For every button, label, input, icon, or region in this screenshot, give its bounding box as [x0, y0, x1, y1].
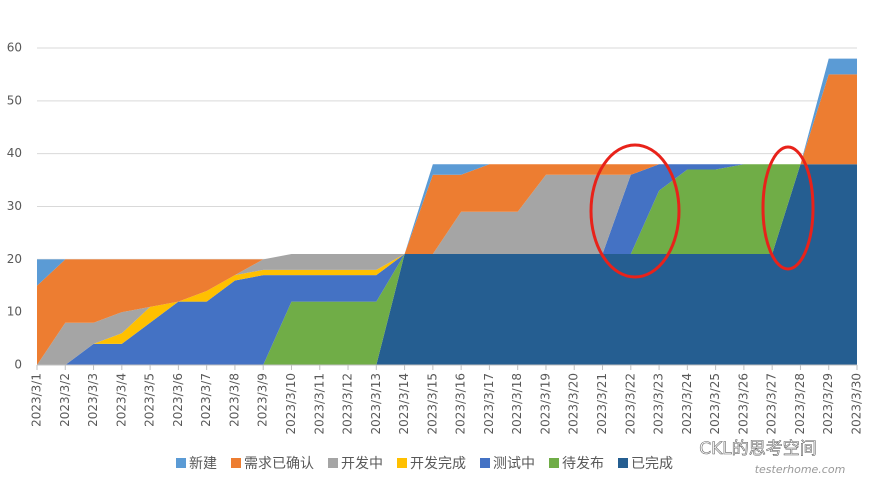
x-tick-label: 2023/3/23 — [652, 373, 666, 435]
x-tick-label: 2023/3/26 — [736, 373, 750, 435]
x-tick-label: 2023/3/27 — [765, 373, 779, 435]
area — [37, 74, 857, 366]
area — [37, 164, 857, 365]
x-tick-label: 2023/3/24 — [680, 373, 694, 435]
y-tick-label: 10 — [7, 305, 22, 319]
y-tick-label: 60 — [7, 41, 22, 55]
x-tick-label: 2023/3/30 — [850, 373, 864, 435]
y-tick-label: 20 — [7, 252, 22, 266]
plot: 0 10 20 30 40 50 60 2023/3/1 2023/3/2 2023/3/3 202… — [7, 41, 864, 435]
x-tick-label: 2023/3/6 — [171, 373, 185, 427]
x-tick-label: 2023/3/5 — [143, 373, 157, 427]
x-tick-label: 2023/3/13 — [369, 373, 383, 435]
x-tick-label: 2023/3/29 — [821, 373, 835, 435]
legend-label: 开发中 — [341, 456, 383, 472]
legend-label: 开发完成 — [410, 456, 466, 472]
y-tick-label: 40 — [7, 146, 22, 160]
y-tick-label: 0 — [14, 358, 22, 372]
legend-label: 测试中 — [493, 456, 535, 472]
x-tick-label: 2023/3/18 — [510, 373, 524, 435]
legend-label: 已完成 — [631, 456, 673, 472]
x-tick-label: 2023/3/8 — [227, 373, 241, 427]
x-tick-label: 2023/3/15 — [425, 373, 439, 435]
x-tick-label: 2023/3/22 — [623, 373, 637, 435]
legend-label: 待发布 — [562, 456, 604, 472]
x-tick-label: 2023/3/1 — [30, 373, 44, 427]
x-tick-label: 2023/3/17 — [482, 373, 496, 435]
x-tick-label: 2023/3/14 — [397, 373, 411, 435]
legend-swatch — [618, 458, 628, 468]
x-tick-label: 2023/3/25 — [708, 373, 722, 435]
legend-swatch — [480, 458, 490, 468]
x-tick-label: 2023/3/9 — [256, 373, 270, 427]
x-tick-label: 2023/3/20 — [567, 373, 581, 435]
watermark: CKL的思考空间 — [699, 439, 817, 459]
area — [37, 164, 857, 365]
highlight-ellipse — [589, 143, 681, 279]
legend-swatch — [231, 458, 241, 468]
x-tick-label: 2023/3/19 — [538, 373, 552, 435]
legend-label: 新建 — [189, 456, 217, 472]
watermark-sub: testerhome.com — [755, 463, 846, 476]
x-tick-label: 2023/3/10 — [284, 373, 298, 435]
x-tick-label: 2023/3/28 — [793, 373, 807, 435]
x-tick-label: 2023/3/3 — [86, 373, 100, 427]
legend-swatch — [549, 458, 559, 468]
x-tick-label: 2023/3/11 — [312, 373, 326, 435]
y-tick-label: 30 — [7, 199, 22, 213]
legend-swatch — [397, 458, 407, 468]
legend-swatch — [176, 458, 186, 468]
x-tick-label: 2023/3/4 — [114, 373, 128, 427]
legend-label: 需求已确认 — [244, 456, 314, 472]
x-tick-label: 2023/3/7 — [199, 373, 213, 427]
highlight-ellipse — [761, 145, 815, 271]
area — [37, 164, 857, 365]
x-tick-label: 2023/3/2 — [58, 373, 72, 427]
area — [37, 58, 857, 286]
x-tick-label: 2023/3/16 — [454, 373, 468, 435]
legend-swatch — [328, 458, 338, 468]
x-tick-label: 2023/3/12 — [341, 373, 355, 435]
y-tick-label: 50 — [7, 93, 22, 107]
x-tick-label: 2023/3/21 — [595, 373, 609, 435]
